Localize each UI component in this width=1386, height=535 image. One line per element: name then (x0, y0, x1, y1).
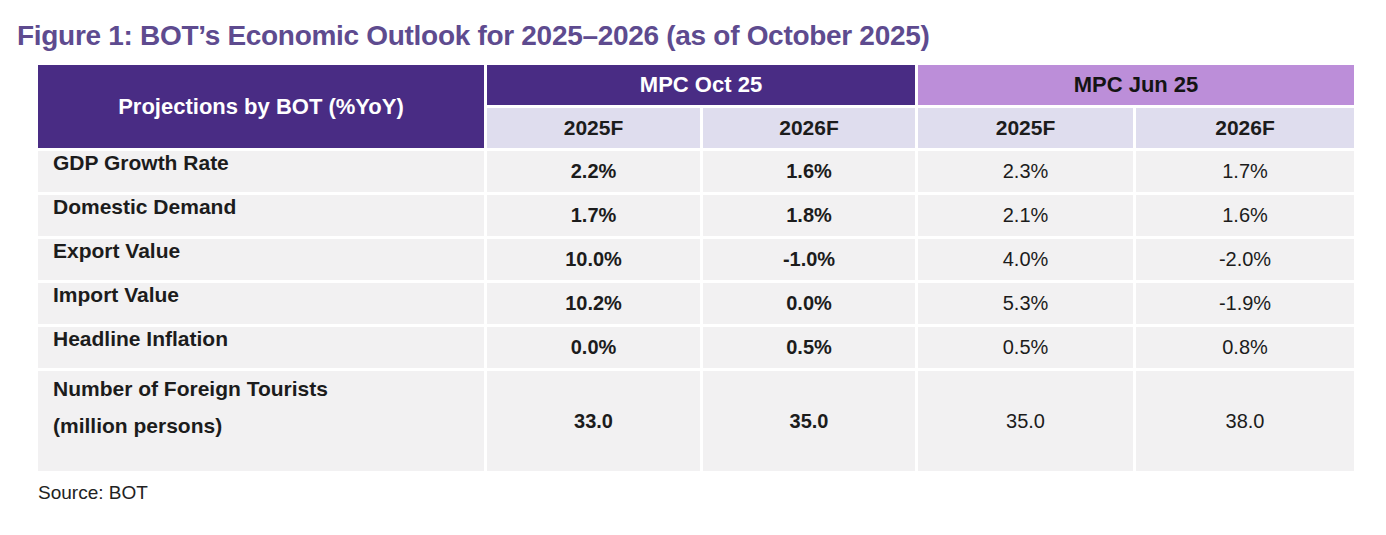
row-label-text: Import Value (53, 283, 179, 306)
column-header-jun-2025f: 2025F (918, 108, 1133, 148)
cell-gdp-oct-2025f: 2.2% (487, 151, 700, 192)
cell-inflation-oct-2026f: 0.5% (703, 327, 915, 368)
cell-domestic-oct-2025f: 1.7% (487, 195, 700, 236)
cell-export-jun-2026f: -2.0% (1136, 239, 1354, 280)
row-label-text: Number of Foreign Tourists (53, 371, 328, 408)
row-label-gdp-growth-rate: GDP Growth Rate (38, 151, 484, 192)
column-header-oct-2026f: 2026F (703, 108, 915, 148)
source-note: Source: BOT (38, 482, 1386, 504)
row-label-text: Export Value (53, 239, 180, 262)
cell-domestic-jun-2026f: 1.6% (1136, 195, 1354, 236)
row-label-subtext: (million persons) (53, 408, 222, 445)
group-header-mpc-jun-25: MPC Jun 25 (918, 65, 1354, 105)
cell-tourists-oct-2025f: 33.0 (487, 371, 700, 471)
cell-export-oct-2026f: -1.0% (703, 239, 915, 280)
row-label-text: Domestic Demand (53, 195, 236, 218)
group-header-mpc-oct-25-label: MPC Oct 25 (640, 72, 762, 98)
row-label-text: Headline Inflation (53, 327, 228, 350)
row-label-text: GDP Growth Rate (53, 151, 229, 174)
row-label-foreign-tourists: Number of Foreign Tourists (million pers… (38, 371, 484, 471)
cell-export-jun-2025f: 4.0% (918, 239, 1133, 280)
column-header-jun-2026f: 2026F (1136, 108, 1354, 148)
cell-inflation-jun-2025f: 0.5% (918, 327, 1133, 368)
cell-tourists-jun-2025f: 35.0 (918, 371, 1133, 471)
cell-inflation-jun-2026f: 0.8% (1136, 327, 1354, 368)
cell-import-jun-2026f: -1.9% (1136, 283, 1354, 324)
corner-header: Projections by BOT (%YoY) (38, 65, 484, 148)
cell-export-oct-2025f: 10.0% (487, 239, 700, 280)
column-header-oct-2025f: 2025F (487, 108, 700, 148)
row-label-headline-inflation: Headline Inflation (38, 327, 484, 368)
cell-import-oct-2026f: 0.0% (703, 283, 915, 324)
row-label-export-value: Export Value (38, 239, 484, 280)
cell-import-jun-2025f: 5.3% (918, 283, 1133, 324)
figure-title: Figure 1: BOT’s Economic Outlook for 202… (0, 0, 1386, 52)
cell-import-oct-2025f: 10.2% (487, 283, 700, 324)
cell-inflation-oct-2025f: 0.0% (487, 327, 700, 368)
cell-domestic-oct-2026f: 1.8% (703, 195, 915, 236)
cell-gdp-oct-2026f: 1.6% (703, 151, 915, 192)
row-label-import-value: Import Value (38, 283, 484, 324)
projections-table: Projections by BOT (%YoY) MPC Oct 25 MPC… (38, 65, 1354, 471)
cell-gdp-jun-2025f: 2.3% (918, 151, 1133, 192)
cell-gdp-jun-2026f: 1.7% (1136, 151, 1354, 192)
row-label-domestic-demand: Domestic Demand (38, 195, 484, 236)
cell-domestic-jun-2025f: 2.1% (918, 195, 1133, 236)
cell-tourists-oct-2026f: 35.0 (703, 371, 915, 471)
corner-header-label: Projections by BOT (%YoY) (118, 94, 404, 120)
group-header-mpc-jun-25-label: MPC Jun 25 (1074, 72, 1199, 98)
group-header-mpc-oct-25: MPC Oct 25 (487, 65, 915, 105)
cell-tourists-jun-2026f: 38.0 (1136, 371, 1354, 471)
